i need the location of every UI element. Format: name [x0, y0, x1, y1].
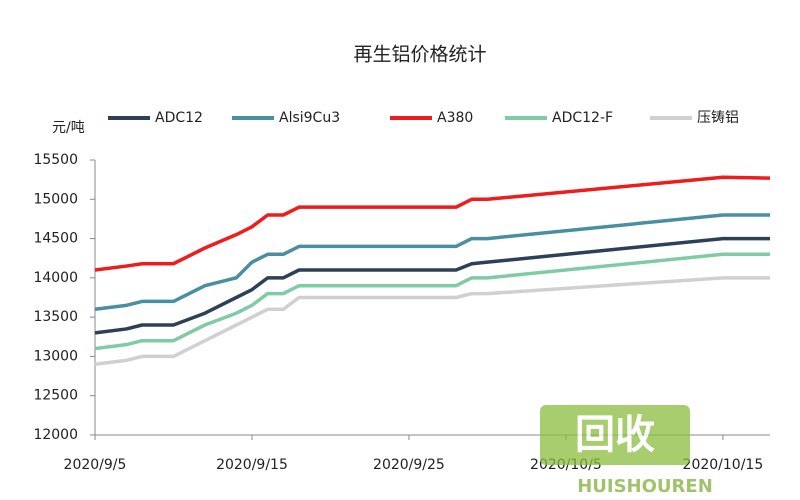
watermark-box	[540, 405, 690, 465]
y-tick-label: 14000	[33, 270, 78, 286]
legend-label: ADC12-F	[552, 110, 613, 126]
y-tick-label: 12500	[33, 388, 78, 404]
series-line	[94, 252, 770, 351]
legend-label: ADC12	[155, 110, 203, 126]
y-tick-label: 15500	[33, 152, 78, 168]
x-tick-label: 2020/10/15	[683, 457, 764, 473]
series-line	[94, 213, 770, 312]
y-axis-label: 元/吨	[52, 120, 85, 136]
watermark-logo: 回收	[575, 412, 655, 458]
watermark: 回收 HUISHOUREN	[540, 405, 713, 497]
x-tick-label: 2020/9/15	[216, 457, 288, 473]
series-line	[94, 236, 770, 335]
legend-label: Alsi9Cu3	[279, 110, 340, 126]
y-tick-label: 13000	[33, 348, 78, 364]
watermark-brand: HUISHOUREN	[577, 476, 713, 497]
y-tick-label: 13500	[33, 309, 78, 325]
legend-label: 压铸铝	[697, 110, 739, 126]
y-tick-label: 12000	[33, 427, 78, 443]
x-tick-label: 2020/9/5	[64, 457, 127, 473]
chart-title: 再生铝价格统计	[353, 44, 486, 66]
y-tick-label: 14500	[33, 231, 78, 247]
series-line	[94, 276, 770, 367]
x-tick-label: 2020/9/25	[373, 457, 445, 473]
legend-label: A380	[437, 110, 473, 126]
y-tick-label: 15000	[33, 191, 78, 207]
series-line	[94, 175, 771, 272]
